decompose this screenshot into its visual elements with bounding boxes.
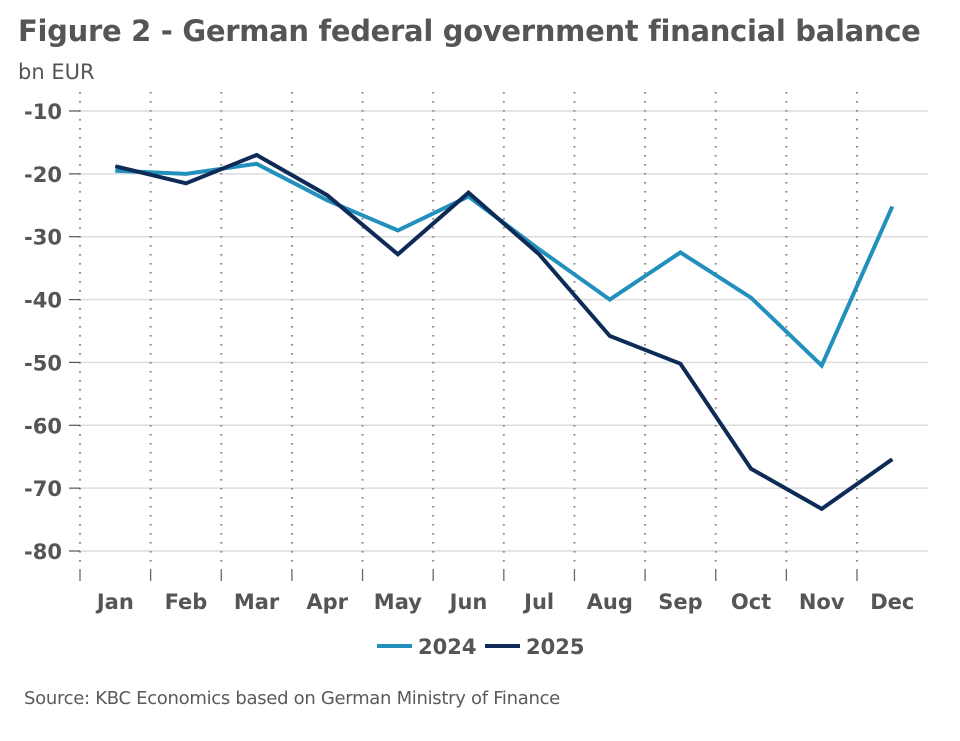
legend-label-2024: 2024 [418,635,476,659]
y-tick-label: -20 [24,163,62,187]
y-axis: -10 -20 -30 -40 -50 -60 -70 -80 [24,100,80,564]
x-tick-label: Feb [165,590,208,614]
x-axis: Jan Feb Mar Apr May Jun Jul Aug Sep Oct Nov Dec [95,590,915,614]
x-tick-label: May [374,590,422,614]
y-tick-label: -40 [24,289,62,313]
y-tick-label: -70 [24,477,62,501]
series-lines [114,152,895,512]
chart-title: Figure 2 - German federal government fin… [18,14,921,48]
x-tick-label: Mar [234,590,280,614]
series-line-2025 [114,152,894,512]
source-note: Source: KBC Economics based on German Mi… [24,688,560,709]
x-tick-label: Sep [658,590,702,614]
x-tick-label: Jun [448,590,488,614]
x-tick-label: Dec [870,590,914,614]
x-tick-label: Jul [522,590,554,614]
vertical-gridlines [79,92,858,581]
legend: 2024 2025 [377,635,584,659]
x-tick-label: Oct [731,590,771,614]
y-tick-label: -80 [24,540,62,564]
x-tick-label: Nov [799,590,845,614]
y-tick-label: -50 [24,351,62,375]
y-tick-label: -60 [24,414,62,438]
y-tick-label: -10 [24,100,62,124]
x-tick-label: Jan [95,590,134,614]
chart-subtitle: bn EUR [18,60,95,84]
y-tick-label: -30 [24,226,62,250]
grid [80,110,928,552]
legend-label-2025: 2025 [526,635,584,659]
x-tick-label: Aug [587,590,633,614]
x-tick-label: Apr [306,590,348,614]
